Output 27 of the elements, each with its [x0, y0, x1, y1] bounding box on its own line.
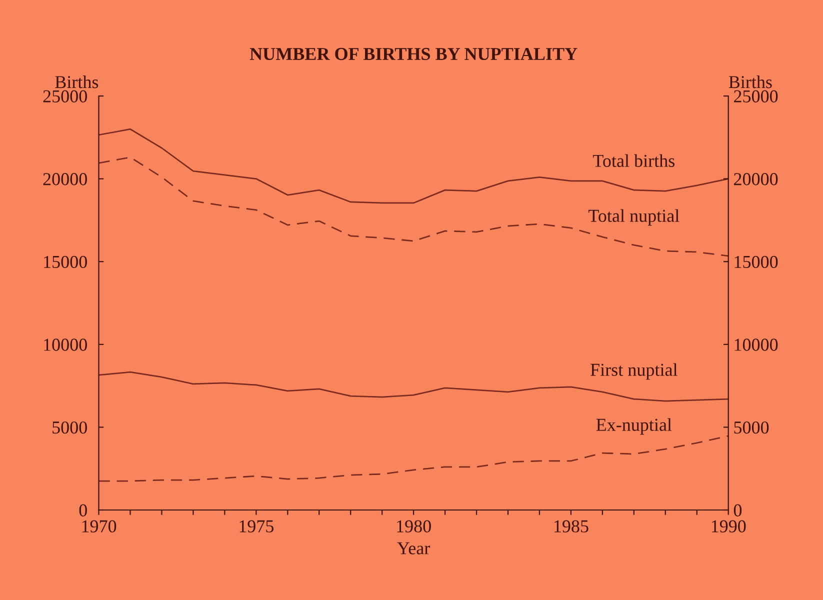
series-label: Total nuptial [588, 209, 680, 226]
series-label: First nuptial [590, 363, 678, 380]
y2-tick-label: 5000 [734, 421, 769, 434]
x-axis-title: Year [397, 542, 430, 554]
y-tick-label: 5000 [52, 421, 87, 434]
y-tick-label: 10000 [44, 338, 87, 351]
y-tick-label: 20000 [43, 173, 87, 186]
x-tick-label: 1990 [712, 520, 746, 532]
x-tick-label: 1980 [397, 520, 431, 532]
x-tick-label: 1970 [82, 520, 116, 532]
x-tick-label: 1985 [554, 520, 588, 532]
series-label: Total births [593, 154, 675, 167]
y2-tick-label: 0 [734, 504, 742, 516]
y-tick-label: 0 [79, 504, 87, 516]
y-tick-label: 15000 [44, 256, 87, 268]
x-tick-label: 1975 [240, 520, 274, 532]
y-axis-title: Births [55, 75, 98, 88]
y2-tick-label: 25000 [734, 90, 778, 102]
y2-axis-title: Births [728, 75, 772, 88]
y2-tick-label: 20000 [734, 173, 778, 186]
series-label: Ex-nuptial [596, 418, 672, 435]
line-series [98, 435, 728, 482]
line-series [98, 128, 728, 204]
y2-tick-label: 15000 [734, 256, 778, 268]
chart-title: NUMBER OF BIRTHS BY NUPTIALITY [250, 48, 578, 60]
y-tick-label: 25000 [43, 90, 87, 102]
y2-tick-label: 10000 [734, 338, 778, 351]
